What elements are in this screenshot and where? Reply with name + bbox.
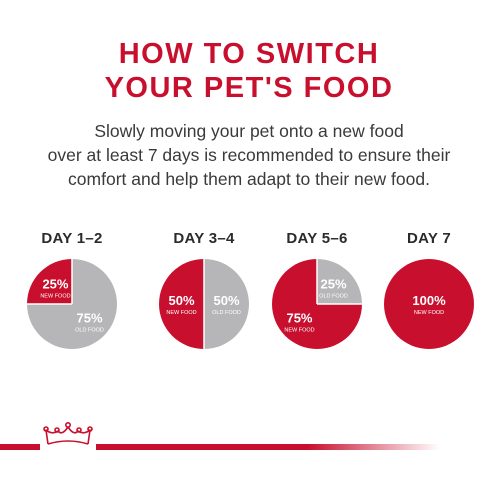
- day-label-3-4: DAY 3–4: [173, 230, 235, 247]
- new-food-caption: NEW FOOD: [166, 310, 196, 316]
- old-food-percent-label: 75%: [76, 311, 102, 326]
- old-food-caption: OLD FOOD: [319, 293, 348, 299]
- intro-text: Slowly moving your pet onto a new food o…: [0, 119, 498, 191]
- intro-line-1: Slowly moving your pet onto a new food: [94, 121, 404, 141]
- new-food-percent-label: 50%: [168, 293, 194, 308]
- new-food-percent-label: 25%: [42, 276, 68, 291]
- intro-line-3: comfort and help them adapt to their new…: [68, 169, 430, 189]
- new-food-caption: NEW FOOD: [414, 310, 444, 316]
- new-food-slice: [159, 259, 204, 349]
- crown-icon: [40, 420, 96, 450]
- intro-line-2: over at least 7 days is recommended to e…: [47, 145, 451, 165]
- page-title-line-2: YOUR PET'S FOOD: [104, 72, 394, 104]
- new-food-percent-label: 75%: [286, 311, 312, 326]
- new-food-caption: NEW FOOD: [40, 293, 70, 299]
- new-food-percent-label: 100%: [412, 293, 446, 308]
- old-food-caption: OLD FOOD: [212, 310, 241, 316]
- old-food-percent-label: 50%: [213, 293, 239, 308]
- page-title-line-1: HOW TO SWITCH: [118, 38, 380, 70]
- old-food-caption: OLD FOOD: [75, 328, 104, 334]
- day-label-7: DAY 7: [406, 230, 452, 247]
- new-food-slice: [384, 259, 474, 349]
- old-food-slice: [317, 259, 362, 304]
- day-label-1-2: DAY 1–2: [41, 230, 103, 247]
- bottom-divider: [0, 444, 440, 450]
- old-food-slice: [204, 259, 249, 349]
- new-food-caption: NEW FOOD: [284, 328, 314, 334]
- day-label-5-6: DAY 5–6: [286, 230, 348, 247]
- old-food-percent-label: 25%: [321, 276, 347, 291]
- new-food-slice: [27, 259, 72, 304]
